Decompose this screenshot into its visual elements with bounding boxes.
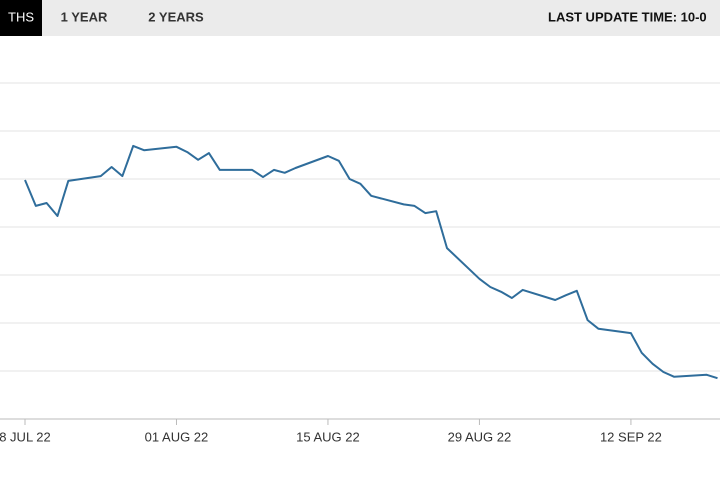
tab-bar <box>0 0 720 36</box>
x-tick-label: 12 SEP 22 <box>600 429 662 444</box>
active-tab[interactable] <box>0 0 42 36</box>
x-tick-label: 29 AUG 22 <box>448 429 512 444</box>
tab[interactable]: THS <box>8 9 34 24</box>
tab[interactable]: 1 YEAR <box>61 9 108 24</box>
x-tick-label: 8 JUL 22 <box>0 429 51 444</box>
x-tick-label: 01 AUG 22 <box>145 429 209 444</box>
data-line <box>24 144 718 380</box>
last-update: LAST UPDATE TIME: 10-0 <box>548 9 707 24</box>
tab[interactable]: 2 YEARS <box>148 9 204 24</box>
x-tick-label: 15 AUG 22 <box>296 429 360 444</box>
